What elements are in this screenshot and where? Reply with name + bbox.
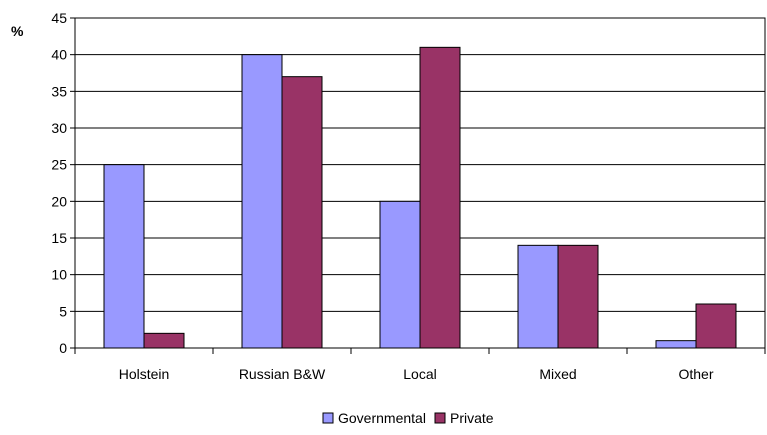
bar-private (419, 46, 461, 349)
legend-label-governmental: Governmental (338, 410, 426, 426)
plot-border (74, 17, 766, 349)
y-axis-unit-label: % (11, 23, 24, 39)
x-tick-label: Russian B&W (239, 366, 326, 382)
bar-governmental (379, 200, 421, 349)
bar-governmental (241, 54, 283, 349)
y-tick-label: 35 (51, 83, 67, 99)
y-tick-label: 0 (59, 340, 67, 356)
y-tick-label: 15 (51, 230, 67, 246)
legend: Governmental Private (322, 410, 494, 426)
x-tick-label: Other (678, 366, 713, 382)
legend-label-private: Private (450, 410, 494, 426)
y-tick-label: 25 (51, 157, 67, 173)
x-tick-label: Local (403, 366, 436, 382)
bar-governmental (655, 340, 697, 349)
y-tick-label: 30 (51, 120, 67, 136)
axes (70, 17, 766, 354)
bar-governmental (103, 164, 145, 349)
bar-private (143, 332, 185, 349)
bar-private (557, 244, 599, 349)
y-tick-label: 10 (51, 267, 67, 283)
legend-swatch-governmental (322, 412, 334, 424)
bar-private (281, 76, 323, 349)
tick-labels: 0 5 10 15 20 25 30 35 40 45 Holstein Russian B&W Loc… (51, 10, 713, 382)
x-tick-label: Holstein (119, 366, 170, 382)
x-tick-label: Mixed (539, 366, 576, 382)
bars (103, 46, 737, 349)
bar-governmental (517, 244, 559, 349)
y-tick-label: 5 (59, 303, 67, 319)
y-tick-label: 20 (51, 193, 67, 209)
y-tick-label: 40 (51, 47, 67, 63)
bar-private (695, 303, 737, 349)
legend-swatch-private (434, 412, 446, 424)
y-tick-label: 45 (51, 10, 67, 26)
